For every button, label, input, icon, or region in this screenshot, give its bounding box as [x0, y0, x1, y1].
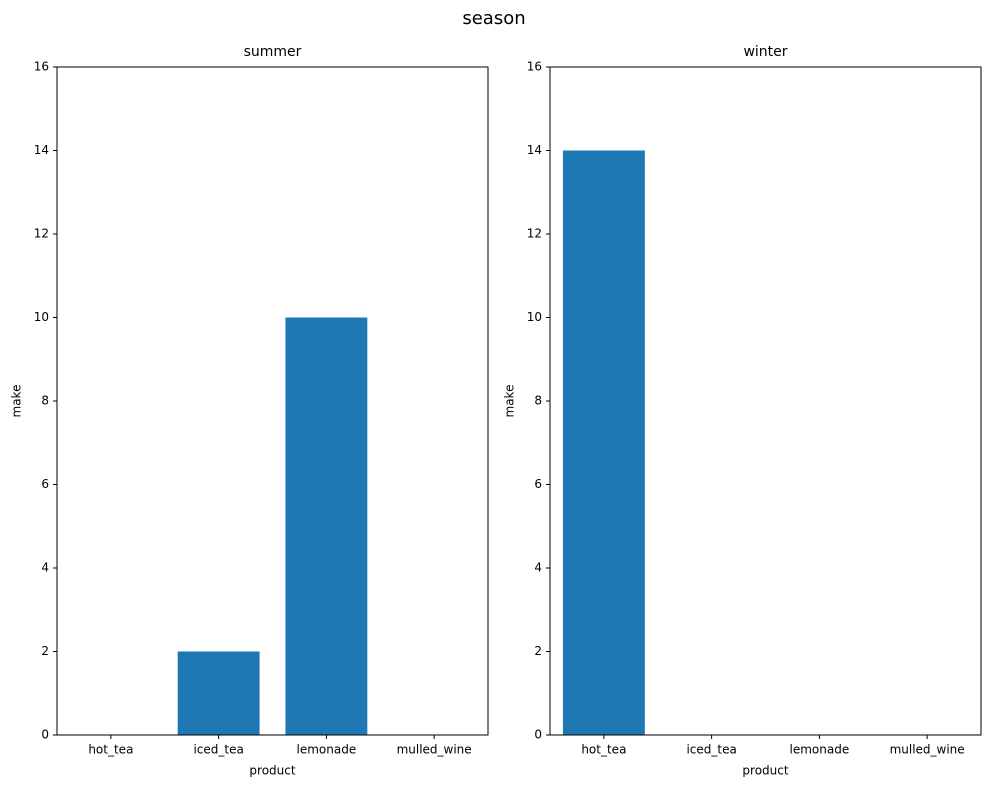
y-tick-label: 4	[41, 561, 49, 575]
y-tick-label: 2	[534, 644, 542, 658]
y-tick-label: 14	[527, 143, 542, 157]
y-tick-label: 16	[527, 60, 542, 74]
x-axis-label: product	[249, 764, 295, 778]
x-axis-label: product	[742, 764, 788, 778]
y-tick-label: 0	[534, 728, 542, 742]
y-tick-label: 2	[41, 644, 49, 658]
subplot-title: winter	[743, 44, 787, 60]
axes-frame	[549, 66, 982, 736]
x-tick-label: hot_tea	[581, 743, 626, 757]
x-tick-label: hot_tea	[88, 743, 133, 757]
subplot-title: summer	[244, 44, 302, 60]
y-tick-label: 8	[41, 394, 49, 408]
y-tick-label: 16	[34, 60, 49, 74]
x-tick-label: lemonade	[790, 743, 850, 757]
y-tick-label: 6	[41, 477, 49, 491]
y-tick-label: 10	[34, 310, 49, 324]
y-axis-label: make	[503, 385, 517, 418]
x-tick-label: lemonade	[297, 743, 357, 757]
bar	[562, 150, 645, 735]
x-tick-label: mulled_wine	[397, 743, 472, 757]
y-tick-label: 14	[34, 143, 49, 157]
y-tick-label: 0	[41, 728, 49, 742]
x-tick-label: iced_tea	[193, 743, 243, 757]
y-axis-label: make	[10, 385, 24, 418]
x-tick-label: iced_tea	[686, 743, 736, 757]
y-tick-label: 12	[34, 227, 49, 241]
y-tick-label: 12	[527, 227, 542, 241]
bar	[285, 317, 368, 735]
y-tick-label: 4	[534, 561, 542, 575]
y-tick-label: 6	[534, 477, 542, 491]
axes-frame	[56, 66, 489, 736]
y-tick-label: 8	[534, 394, 542, 408]
y-tick-label: 10	[527, 310, 542, 324]
x-tick-label: mulled_wine	[890, 743, 965, 757]
bar	[177, 651, 260, 735]
figure-title: season	[462, 8, 525, 29]
